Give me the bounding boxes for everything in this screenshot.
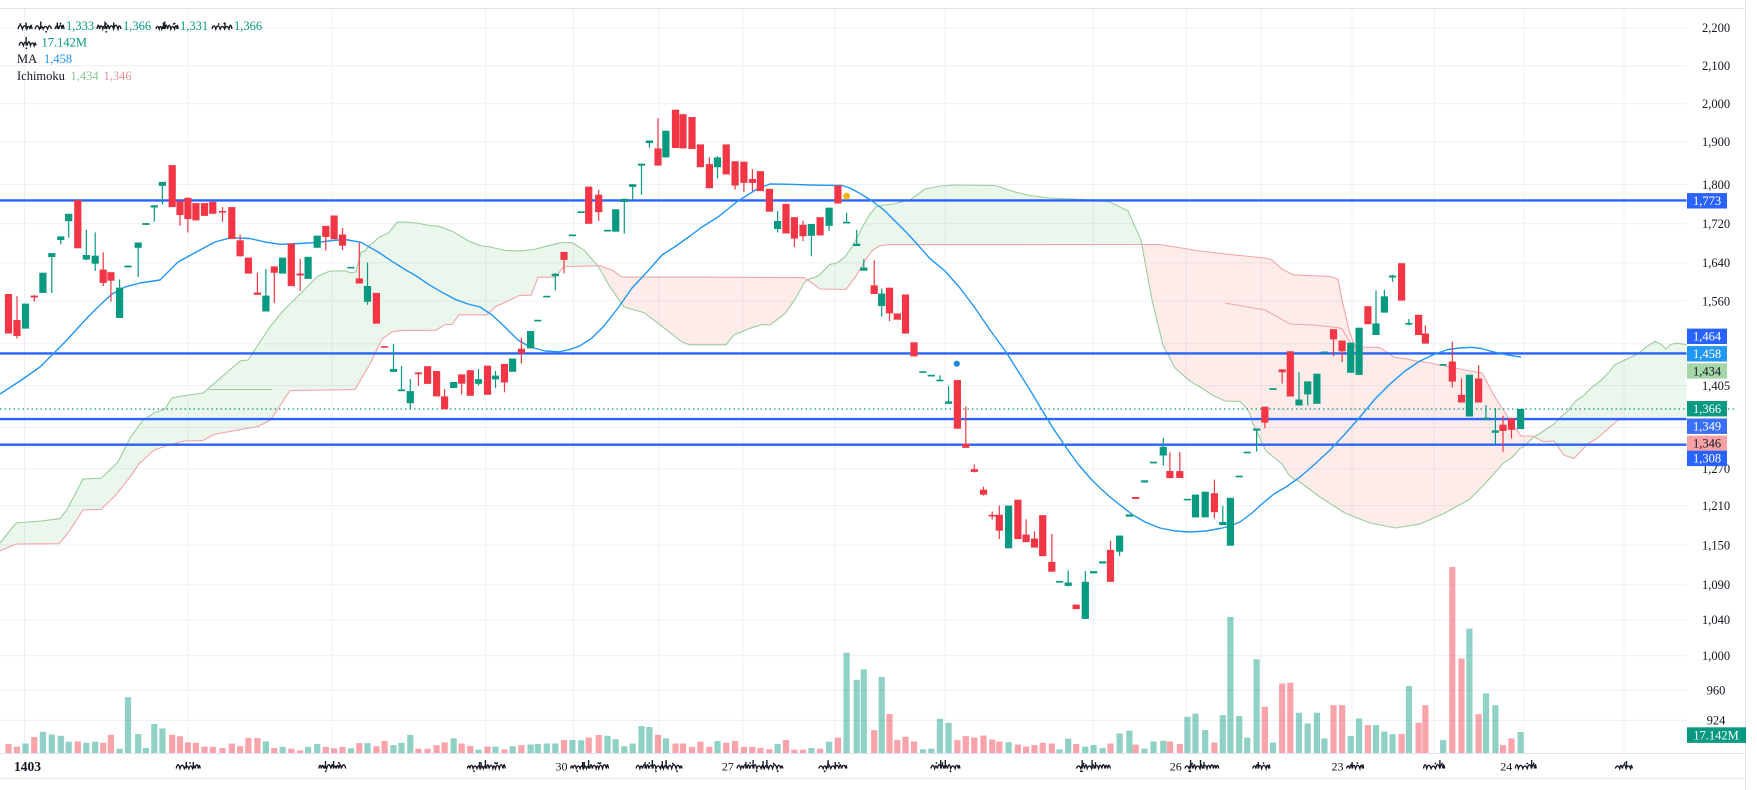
svg-text:1,800: 1,800 <box>1702 178 1730 192</box>
svg-text:1,773: 1,773 <box>1693 194 1721 208</box>
svg-text:1,000: 1,000 <box>1702 649 1730 663</box>
svg-text:1,640: 1,640 <box>1702 256 1730 270</box>
svg-text:1,900: 1,900 <box>1702 135 1730 149</box>
svg-text:924: 924 <box>1707 714 1727 728</box>
svg-text:1,346: 1,346 <box>104 69 132 83</box>
svg-text:1,090: 1,090 <box>1702 578 1730 592</box>
svg-text:1403: 1403 <box>14 759 41 774</box>
svg-text:1,366: 1,366 <box>1693 402 1721 416</box>
svg-text:2,100: 2,100 <box>1702 59 1730 73</box>
svg-text:17.142M: 17.142M <box>42 36 88 50</box>
svg-text:30: 30 <box>556 760 568 774</box>
svg-text:2,200: 2,200 <box>1702 21 1730 35</box>
svg-text:1,210: 1,210 <box>1702 499 1730 513</box>
svg-text:1,405: 1,405 <box>1702 379 1730 393</box>
svg-text:1,333: 1,333 <box>66 19 94 33</box>
svg-text:1,366: 1,366 <box>123 19 151 33</box>
svg-text:1,720: 1,720 <box>1702 217 1730 231</box>
svg-text:17.142M: 17.142M <box>1693 728 1739 742</box>
svg-text:1,434: 1,434 <box>71 69 100 83</box>
svg-text:24: 24 <box>1500 760 1512 774</box>
svg-text:1,308: 1,308 <box>1693 452 1721 466</box>
svg-text:MA: MA <box>17 52 37 66</box>
svg-text:23: 23 <box>1332 760 1344 774</box>
svg-text:960: 960 <box>1707 684 1726 698</box>
svg-text:1,040: 1,040 <box>1702 613 1730 627</box>
svg-text:27: 27 <box>722 760 734 774</box>
svg-text:1,366: 1,366 <box>234 19 262 33</box>
svg-text:1,434: 1,434 <box>1693 364 1722 378</box>
svg-text:1,560: 1,560 <box>1702 294 1730 308</box>
svg-text:1,331: 1,331 <box>180 19 208 33</box>
svg-text:1,458: 1,458 <box>44 52 72 66</box>
svg-text:1,349: 1,349 <box>1693 420 1721 434</box>
svg-text:2,000: 2,000 <box>1702 97 1730 111</box>
svg-text:1,150: 1,150 <box>1702 538 1730 552</box>
svg-text:26: 26 <box>1170 760 1182 774</box>
svg-text:1,346: 1,346 <box>1693 437 1721 451</box>
svg-text:1,458: 1,458 <box>1693 347 1721 361</box>
svg-text:Ichimoku: Ichimoku <box>17 69 66 83</box>
svg-text:1,464: 1,464 <box>1693 330 1722 344</box>
